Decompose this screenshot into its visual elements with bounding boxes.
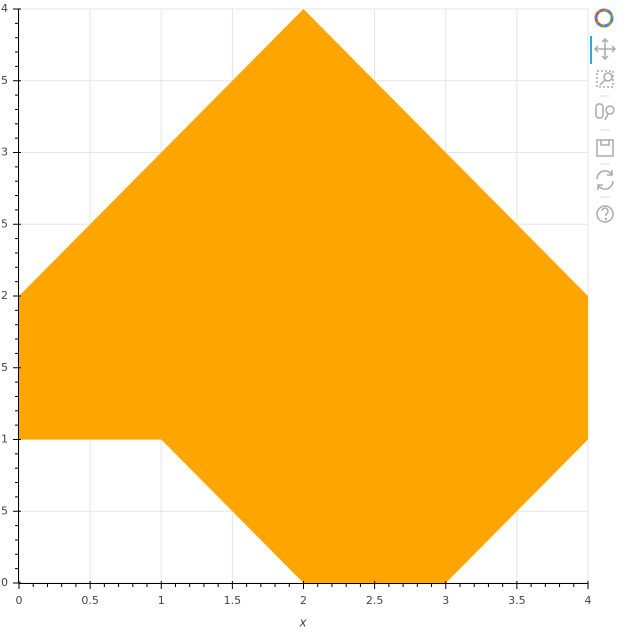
x-tick-label: 2	[300, 594, 307, 607]
reset-tool[interactable]	[596, 170, 614, 190]
x-tick-label: 1	[158, 594, 165, 607]
y-tick-label: 2.5	[0, 217, 8, 230]
save-tool[interactable]	[596, 139, 614, 157]
x-tick-label: 1.5	[224, 594, 242, 607]
x-tick-label: 0	[16, 594, 23, 607]
y-tick-label: 0	[1, 576, 8, 589]
y-tick-label: 3.5	[0, 74, 8, 87]
x-axis-label: x	[298, 616, 307, 630]
y-tick-label: 0.5	[0, 504, 8, 517]
y-tick-label: 2	[1, 289, 8, 302]
y-tick-label: 1.5	[0, 361, 8, 374]
x-tick-label: 2.5	[366, 594, 384, 607]
x-tick-label: 4	[585, 594, 592, 607]
wheel-zoom-tool[interactable]	[595, 103, 615, 121]
x-tick-label: 0.5	[81, 594, 99, 607]
x-tick-label: 3	[442, 594, 449, 607]
y-tick-label: 1	[1, 433, 8, 446]
help-tool[interactable]	[596, 205, 614, 223]
y-tick-label: 4	[1, 2, 8, 15]
pan-tool[interactable]	[593, 37, 617, 61]
x-tick-label: 3.5	[508, 594, 526, 607]
box-zoom-tool[interactable]	[596, 70, 614, 88]
bokeh-logo[interactable]	[594, 8, 614, 28]
y-tick-label: 3	[1, 146, 8, 159]
toolbar	[590, 8, 617, 223]
area	[19, 9, 588, 583]
